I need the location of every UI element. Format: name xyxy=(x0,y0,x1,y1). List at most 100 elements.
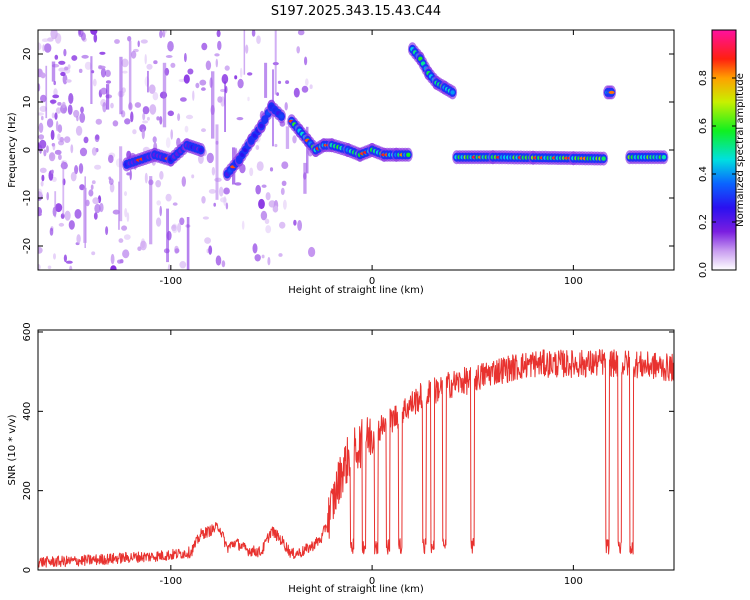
colorbar-gradient xyxy=(711,29,737,271)
spectrogram-cell-core xyxy=(198,147,204,153)
spectrogram-noise-cell xyxy=(201,87,206,91)
spectrogram-noise-cell xyxy=(195,82,200,89)
spectrogram-noise-cell xyxy=(38,213,42,217)
spectrogram-noise-cell xyxy=(164,30,167,34)
spectrogram-cell-core xyxy=(450,90,455,95)
spectrogram-noise-cell xyxy=(297,30,305,36)
spectrogram-noise-cell xyxy=(220,197,227,203)
spectrogram-streak xyxy=(243,30,246,75)
spectrogram-noise-cell xyxy=(74,209,82,219)
spectrogram-noise-cell xyxy=(58,222,65,227)
spectrogram-noise-cell xyxy=(234,75,238,80)
spectrogram-cell-core xyxy=(279,114,284,119)
spectrogram-noise-cell xyxy=(39,105,47,112)
spectrogram-noise-cell xyxy=(165,55,173,58)
spectrogram-noise-cell xyxy=(277,80,282,84)
spectrogram-noise-cell xyxy=(155,180,162,188)
spectrogram-noise-cell xyxy=(110,253,115,265)
spectrogram-noise-cell xyxy=(79,147,88,157)
spectrogram-noise-cell xyxy=(165,193,172,202)
spectrogram-streak xyxy=(274,30,277,95)
spectrogram-x-tick-label: -100 xyxy=(159,276,182,287)
spectrogram-noise-cell xyxy=(38,112,44,116)
spectrogram-noise-cell xyxy=(88,189,94,197)
spectrogram-noise-cell xyxy=(122,70,128,74)
spectrogram-noise-cell xyxy=(283,199,287,210)
spectrogram-noise-cell xyxy=(236,117,244,121)
spectrogram-noise-cell xyxy=(126,212,130,223)
spectrogram-noise-cell xyxy=(274,143,278,148)
spectrogram-noise-cell xyxy=(239,67,243,78)
spectrogram-noise-cell xyxy=(279,221,286,229)
spectrogram-noise-cell xyxy=(64,66,69,71)
spectrogram-noise-cell xyxy=(44,43,52,53)
spectrogram-noise-cell xyxy=(141,128,145,140)
snr-x-tick-label: 0 xyxy=(369,576,375,587)
colorbar-tick-label: 0.8 xyxy=(698,70,709,86)
spectrogram-noise-cell xyxy=(293,219,297,226)
spectrogram-noise-cell xyxy=(54,54,59,60)
spectrogram-y-tick-label: -10 xyxy=(22,190,33,206)
spectrogram-noise-cell xyxy=(108,154,114,164)
spectrogram-noise-cell xyxy=(122,249,130,259)
spectrogram-noise-cell xyxy=(114,39,120,44)
spectrogram-noise-cell xyxy=(134,102,142,108)
spectrogram-noise-cell xyxy=(79,112,86,124)
spectrogram-noise-cell xyxy=(146,116,150,121)
spectrogram-noise-cell xyxy=(93,212,98,220)
spectrogram-noise-cell xyxy=(83,136,89,144)
spectrogram-noise-cell xyxy=(202,216,209,220)
spectrogram-noise-cell xyxy=(265,192,271,201)
spectrogram-noise-cell xyxy=(187,68,194,75)
spectrogram-noise-cell xyxy=(123,234,131,240)
spectrogram-noise-cell xyxy=(74,165,79,175)
spectrogram-cell-core xyxy=(661,155,667,160)
spectrogram-x-ticks: -100 0 100 xyxy=(159,30,583,287)
spectrogram-noise-cell xyxy=(104,69,111,77)
spectrogram-noise-cell xyxy=(130,50,137,59)
spectrogram-noise-cell xyxy=(60,161,68,170)
spectrogram-noise-cell xyxy=(55,203,63,213)
spectrogram-noise-cell xyxy=(159,205,162,217)
spectrogram-noise-cell xyxy=(94,203,101,214)
spectrogram-noise-cell xyxy=(281,161,289,169)
spectrogram-noise-cell xyxy=(178,78,186,83)
spectrogram-noise-cell xyxy=(172,202,178,206)
spectrogram-noise-cell xyxy=(121,58,129,68)
snr-y-ticks: 0 200 400 600 xyxy=(22,322,674,573)
spectrogram-noise-cell xyxy=(247,96,250,102)
spectrogram-noise-cell xyxy=(201,128,206,133)
spectrogram-noise-cell xyxy=(208,245,213,255)
spectrogram-noise-cell xyxy=(91,251,96,256)
spectrogram-noise-cell xyxy=(217,40,222,51)
spectrogram-noise-cell xyxy=(71,55,78,61)
spectrogram-noise-cell xyxy=(98,65,103,70)
spectrogram-noise-cell xyxy=(184,125,189,133)
spectrogram-noise-cell xyxy=(63,254,67,263)
spectrogram-noise-cell xyxy=(112,120,119,127)
spectrogram-noise-cell xyxy=(130,111,134,123)
spectrogram-noise-cell xyxy=(177,113,181,121)
spectrogram-noise-cell xyxy=(256,35,261,44)
colorbar-ticks: 0.0 0.2 0.4 0.6 0.8 xyxy=(698,70,736,278)
spectrogram-noise-cell xyxy=(62,74,68,85)
spectrogram-noise-cell xyxy=(46,118,54,128)
spectrogram-noise-cell xyxy=(217,96,223,103)
spectrogram-y-tick-label: 10 xyxy=(22,96,33,109)
spectrogram-noise-cell xyxy=(92,197,100,205)
spectrogram-cell-core xyxy=(249,138,254,143)
spectrogram-noise-cell xyxy=(140,240,147,251)
spectrogram-streak xyxy=(118,181,120,230)
spectrogram-noise-cell xyxy=(183,74,190,84)
spectrogram-streak xyxy=(149,176,153,245)
spectrogram-noise-cell xyxy=(177,223,182,233)
snr-x-ticks: -100 0 100 xyxy=(159,330,583,587)
spectrogram-noise-cell xyxy=(76,234,81,244)
spectrogram-noise-cell xyxy=(91,147,97,156)
spectrogram-noise-cell xyxy=(81,54,89,59)
spectrogram-noise-cell xyxy=(58,67,66,72)
spectrogram-noise-cell xyxy=(38,83,41,92)
spectrogram-noise-cell xyxy=(93,33,98,43)
